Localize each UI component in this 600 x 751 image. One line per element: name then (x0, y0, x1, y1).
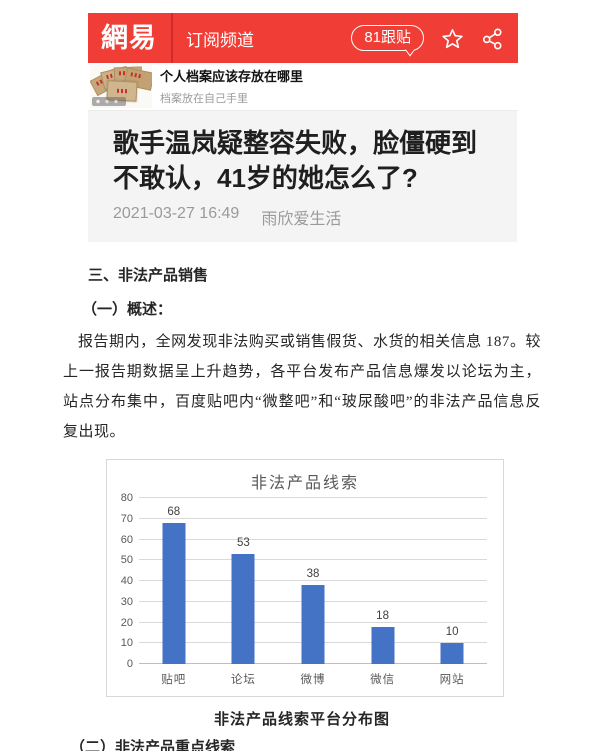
overview-paragraph: 报告期内，全网发现非法购买或销售假货、水货的相关信息 187。较上一报告期数据呈… (63, 334, 541, 440)
article-thumbnail (90, 65, 152, 108)
chart-x-label: 微博 (300, 674, 326, 686)
chart-bar-slot: 38 (278, 498, 348, 664)
section-heading: 三、非法产品销售 (88, 268, 209, 284)
chart-y-tick: 20 (120, 616, 133, 629)
chart-gridline (139, 517, 487, 519)
chart-y-tick: 40 (120, 575, 133, 587)
chart-y-tick: 80 (120, 492, 133, 504)
chart-x-label: 论坛 (230, 674, 256, 686)
chart-bar-论坛 (231, 554, 255, 664)
channel-title: 订阅频道 (186, 30, 254, 50)
chart-bar-slot: 10 (417, 498, 487, 664)
chart-gridline (139, 538, 487, 540)
chart-value-label: 38 (306, 568, 320, 581)
share-icon[interactable] (481, 27, 504, 50)
chart-value-label: 10 (445, 626, 459, 639)
header-divider (171, 13, 173, 63)
related-article-subtitle: 档案放在自己手里 (160, 92, 248, 105)
chart-bar-贴吧 (162, 522, 186, 664)
comments-badge[interactable]: 81跟贴 (351, 25, 424, 51)
chart-gridline (139, 559, 487, 561)
chart-x-label: 微信 (370, 674, 396, 686)
related-article-title: 个人档案应该存放在哪里 (160, 68, 304, 84)
subsection-heading-key-leads: （二）非法产品重点线索 (70, 740, 236, 751)
bar-chart: 非法产品线索 0 10 20 30 40 50 60 70 80 68 53 38 18 10 贴吧 论坛 微… (106, 459, 504, 697)
related-article-texts: 个人档案应该存放在哪里 档案放在自己手里 (160, 68, 303, 106)
chart-value-label: 68 (167, 505, 181, 518)
chart-bar-slot: 68 (139, 498, 209, 664)
figure-caption: 非法产品线索平台分布图 (213, 712, 390, 728)
netease-logo[interactable]: 網易 (101, 23, 157, 53)
chart-plot: 0 10 20 30 40 50 60 70 80 68 53 38 18 10 贴吧 论坛 微博 微信 网站 (121, 492, 487, 686)
chart-x-label: 网站 (439, 674, 465, 686)
article-date: 2021-03-27 16:49 (113, 205, 240, 222)
star-icon[interactable] (441, 27, 464, 50)
article-header-panel: 歌手温岚疑整容失败，脸僵硬到不敢认，41岁的她怎么了? 2021-03-27 1… (88, 111, 517, 242)
chart-value-label: 18 (376, 609, 389, 622)
chart-bar-slot: 53 (209, 498, 279, 664)
chart-x-label: 贴吧 (161, 674, 187, 686)
article-card: 網易 订阅频道 81跟贴 个人档案应该存放在哪 (88, 13, 518, 111)
thumbnail-watermark (92, 97, 126, 106)
chart-title: 非法产品线索 (250, 475, 359, 492)
chart-bars: 68 53 38 18 10 (139, 498, 487, 664)
chart-bar-微信 (371, 626, 395, 664)
subsection-heading-overview: （一）概述： (82, 302, 173, 318)
document-body: 三、非法产品销售 （一）概述： 报告期内，全网发现非法购买或销售假货、水货的相关… (63, 265, 541, 751)
article-author[interactable]: 雨欣爱生活 (261, 211, 342, 228)
chart-y-tick: 70 (120, 512, 133, 525)
chart-bar-slot: 18 (348, 498, 418, 664)
chart-y-tick: 0 (126, 658, 133, 670)
article-meta: 2021-03-27 16:49 雨欣爱生活 (113, 205, 493, 229)
chart-gridline (139, 580, 487, 581)
chart-bar-微博 (301, 585, 325, 664)
article-title: 歌手温岚疑整容失败，脸僵硬到不敢认，41岁的她怎么了? (113, 128, 478, 193)
chart-y-tick: 10 (120, 637, 133, 650)
chart-bar-网站 (440, 643, 464, 664)
chart-value-label: 53 (236, 537, 250, 550)
related-article-item[interactable]: 个人档案应该存放在哪里 档案放在自己手里 (88, 63, 518, 111)
chart-gridline (139, 497, 487, 498)
chart-y-tick: 50 (120, 554, 133, 567)
chart-x-axis-labels: 贴吧 论坛 微博 微信 网站 (139, 671, 487, 687)
header-actions: 81跟贴 (351, 25, 518, 51)
netease-header: 網易 订阅频道 81跟贴 (88, 13, 518, 63)
chart-y-tick: 60 (120, 533, 133, 546)
chart-y-tick: 30 (120, 595, 133, 608)
